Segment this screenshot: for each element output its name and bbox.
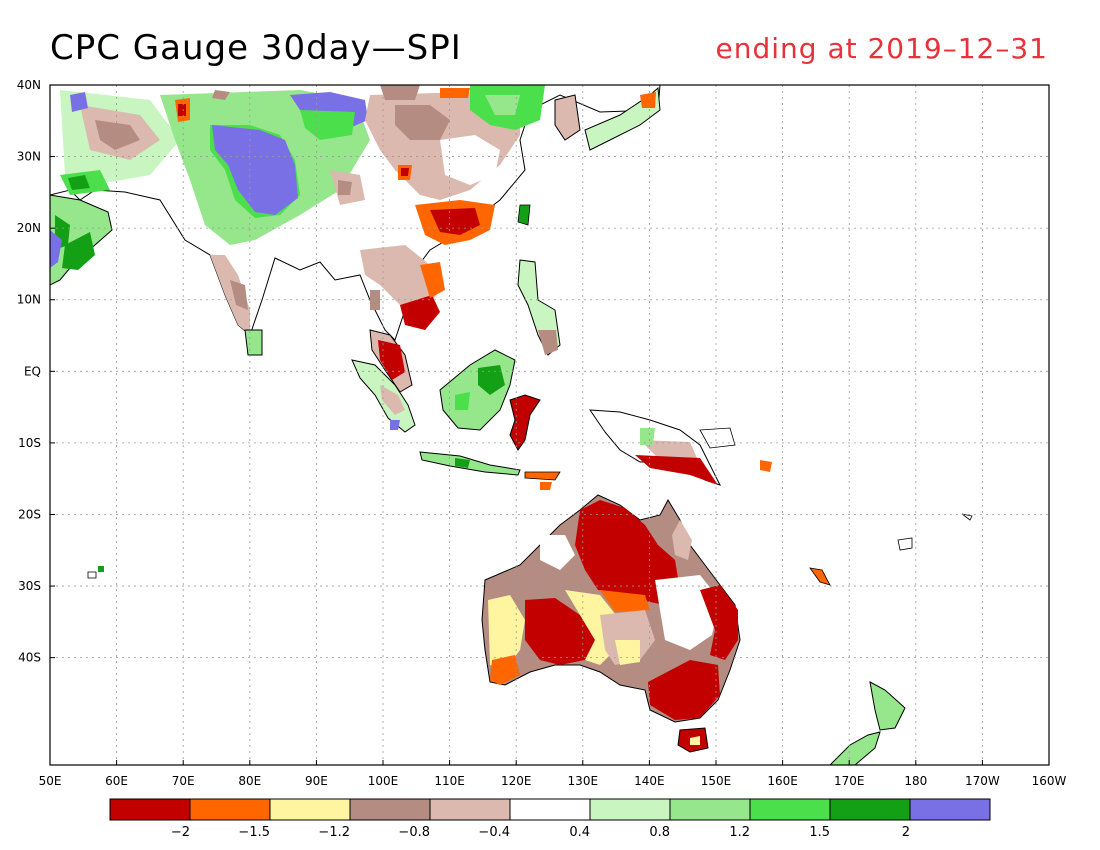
colorbar-label: −1.2 bbox=[318, 825, 350, 840]
colorbar-swatch bbox=[749, 798, 831, 821]
colorbar-swatch bbox=[109, 798, 191, 821]
lat-tick-label: 20S bbox=[18, 507, 41, 521]
colorbar-swatch bbox=[509, 798, 591, 821]
lon-tick-label: 130E bbox=[568, 774, 599, 788]
asia-region bbox=[50, 85, 661, 393]
longitude-labels: 50E 60E 70E 80E 90E 100E 110E 120E 130E 140E 150E 1… bbox=[39, 760, 1067, 788]
lon-tick-label: 60E bbox=[105, 774, 128, 788]
colorbar-label: 1.2 bbox=[729, 825, 750, 840]
colorbar-label: 0.4 bbox=[569, 825, 590, 840]
lat-tick-label: 10N bbox=[17, 293, 41, 307]
borneo bbox=[439, 349, 516, 431]
japan-korea-region bbox=[517, 86, 661, 226]
new-zealand-south bbox=[829, 731, 881, 765]
colorbar-label: 0.8 bbox=[649, 825, 670, 840]
lat-tick-label: 30S bbox=[18, 579, 41, 593]
colorbar-swatch bbox=[269, 798, 351, 821]
map-frame bbox=[49, 84, 1050, 766]
lon-tick-label: 140E bbox=[634, 774, 665, 788]
map-grid bbox=[50, 85, 1049, 765]
colorbar-swatch bbox=[909, 798, 991, 821]
colorbar-swatch bbox=[829, 798, 911, 821]
lat-tick-label: 20N bbox=[17, 221, 41, 235]
colorbar-label: 2 bbox=[902, 825, 910, 840]
lon-tick-label: 160E bbox=[767, 774, 798, 788]
colorbar bbox=[109, 798, 991, 821]
lon-tick-label: 160W bbox=[1032, 774, 1067, 788]
colorbar-swatch bbox=[669, 798, 751, 821]
colorbar-label: −0.4 bbox=[478, 825, 510, 840]
colorbar-swatch bbox=[429, 798, 511, 821]
java bbox=[419, 451, 521, 476]
map-title: CPC Gauge 30day—SPI bbox=[50, 28, 462, 68]
lon-tick-label: 180 bbox=[904, 774, 927, 788]
lon-tick-label: 170E bbox=[834, 774, 865, 788]
lat-tick-label: 30N bbox=[17, 150, 41, 164]
colorbar-labels: −2 −1.5 −1.2 −0.8 −0.4 0.4 0.8 1.2 1.5 2 bbox=[171, 825, 910, 840]
colorbar-label: −1.5 bbox=[238, 825, 270, 840]
lon-tick-label: 70E bbox=[172, 774, 195, 788]
lon-tick-label: 90E bbox=[305, 774, 328, 788]
map-subtitle: ending at 2019–12–31 bbox=[715, 32, 1048, 65]
lon-tick-label: 150E bbox=[701, 774, 732, 788]
lon-tick-label: 50E bbox=[39, 774, 62, 788]
lat-tick-label: 10S bbox=[18, 436, 41, 450]
lon-tick-label: 170W bbox=[965, 774, 1000, 788]
spi-shading bbox=[50, 85, 973, 765]
australia bbox=[481, 494, 741, 753]
lat-tick-label: EQ bbox=[24, 364, 41, 378]
colorbar-swatch bbox=[349, 798, 431, 821]
lat-tick-label: 40N bbox=[17, 78, 41, 92]
lon-tick-label: 120E bbox=[501, 774, 532, 788]
lon-tick-label: 110E bbox=[434, 774, 465, 788]
sulawesi bbox=[509, 394, 541, 451]
colorbar-swatch bbox=[589, 798, 671, 821]
colorbar-label: 1.5 bbox=[809, 825, 830, 840]
colorbar-label: −2 bbox=[171, 825, 190, 840]
new-zealand-north bbox=[869, 681, 906, 731]
lat-tick-label: 40S bbox=[18, 651, 41, 665]
latitude-labels: 40N 30N 20N 10N EQ 10S 20S 30S 40S bbox=[17, 78, 55, 665]
colorbar-swatch bbox=[189, 798, 271, 821]
lon-tick-label: 100E bbox=[368, 774, 399, 788]
lon-tick-label: 80E bbox=[238, 774, 261, 788]
colorbar-label: −0.8 bbox=[398, 825, 430, 840]
